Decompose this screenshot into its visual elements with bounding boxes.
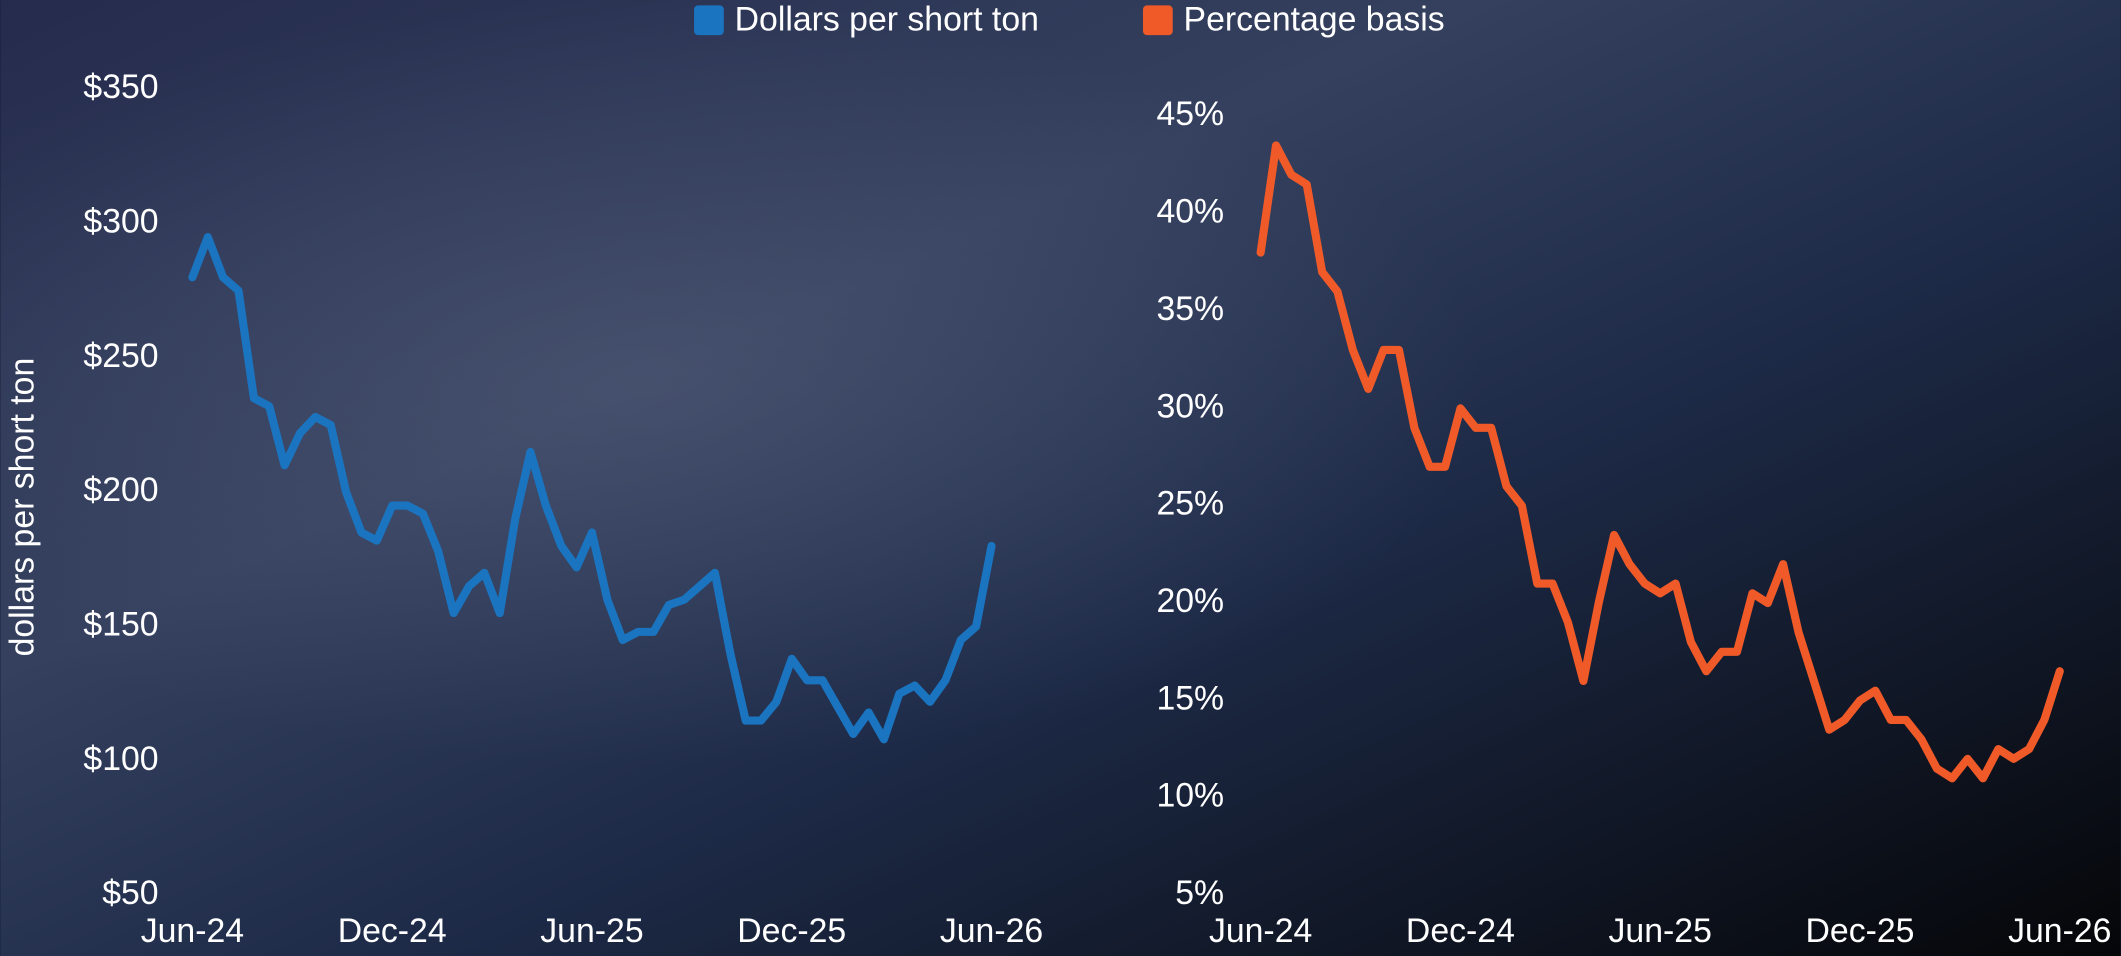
x-tick-label: Dec-25 (737, 912, 846, 950)
x-tick-label: Jun-25 (540, 912, 643, 950)
y-tick-label: $200 (83, 471, 158, 509)
y-axis-title: dollars per short ton (4, 358, 42, 657)
x-tick-label: Jun-26 (2008, 912, 2111, 950)
x-tick-label: Jun-25 (1609, 912, 1712, 950)
y-tick-label: 35% (1156, 290, 1224, 328)
chart: Dollars per short ton Percentage basis d… (0, 0, 2121, 956)
page: Dollars per short ton Percentage basis d… (0, 0, 2121, 956)
y-tick-label: 10% (1156, 777, 1224, 815)
legend-label: Dollars per short ton (735, 1, 1039, 39)
x-tick-label: Jun-26 (940, 912, 1043, 950)
x-tick-label: Dec-24 (338, 912, 447, 950)
y-tick-label: 5% (1175, 874, 1224, 912)
x-tick-label: Dec-25 (1806, 912, 1915, 950)
x-tick-label: Jun-24 (1209, 912, 1312, 950)
y-tick-label: 25% (1156, 485, 1224, 523)
y-tick-label: 45% (1156, 95, 1224, 133)
y-tick-label: $150 (83, 605, 158, 643)
background-fog (0, 0, 2120, 956)
y-tick-label: $300 (83, 202, 158, 240)
y-tick-label: 20% (1156, 582, 1224, 620)
legend-label: Percentage basis (1184, 1, 1445, 39)
y-tick-label: 40% (1156, 193, 1224, 231)
y-tick-label: $50 (102, 874, 158, 912)
y-tick-label: $250 (83, 337, 158, 375)
y-tick-label: $350 (83, 68, 158, 106)
x-tick-label: Jun-24 (141, 912, 244, 950)
y-tick-label: $100 (83, 740, 158, 778)
legend-swatch (694, 5, 724, 35)
y-tick-label: 30% (1156, 387, 1224, 425)
legend-swatch (1143, 5, 1173, 35)
y-tick-label: 15% (1156, 679, 1224, 717)
x-tick-label: Dec-24 (1406, 912, 1515, 950)
